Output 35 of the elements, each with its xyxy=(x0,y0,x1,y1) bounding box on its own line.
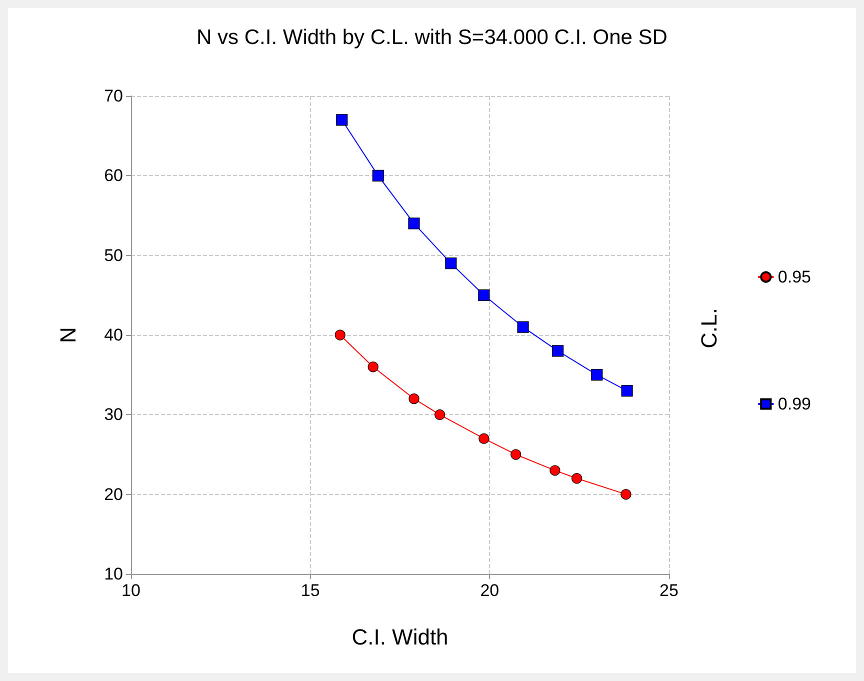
point xyxy=(552,345,564,357)
chart-title: N vs C.I. Width by C.L. with S=34.000 C.I. One SD xyxy=(196,26,668,49)
point xyxy=(591,369,603,381)
point xyxy=(408,218,420,230)
point xyxy=(408,393,420,404)
point xyxy=(550,465,560,476)
legend-title: C.L. xyxy=(696,308,722,348)
x-tick-label: 25 xyxy=(660,581,678,600)
point xyxy=(572,473,582,484)
y-tick-label: 20 xyxy=(104,484,123,504)
point xyxy=(478,289,490,301)
x-tick-label: 20 xyxy=(480,581,500,600)
point xyxy=(517,321,529,333)
legend-label: 0.99 xyxy=(778,394,812,414)
point xyxy=(434,409,446,420)
point xyxy=(445,258,457,270)
x-tick-label: 15 xyxy=(300,581,320,600)
x-axis-title: C.I. Width xyxy=(352,624,448,650)
point xyxy=(478,433,490,444)
point xyxy=(334,330,346,340)
point xyxy=(621,384,633,397)
y-tick-label: 10 xyxy=(104,564,123,584)
y-tick-label: 60 xyxy=(104,166,123,186)
point xyxy=(368,362,378,372)
y-tick-label: 70 xyxy=(104,86,123,106)
point xyxy=(372,170,384,182)
legend-label: 0.95 xyxy=(778,268,812,286)
y-tick-label: 50 xyxy=(104,246,123,265)
y-axis-title: N xyxy=(56,327,80,343)
point xyxy=(336,114,348,126)
y-tick-label: 40 xyxy=(104,326,123,344)
point xyxy=(620,489,632,500)
point xyxy=(510,449,522,460)
y-tick-label: 30 xyxy=(104,405,123,424)
x-tick-label: 10 xyxy=(122,581,140,600)
